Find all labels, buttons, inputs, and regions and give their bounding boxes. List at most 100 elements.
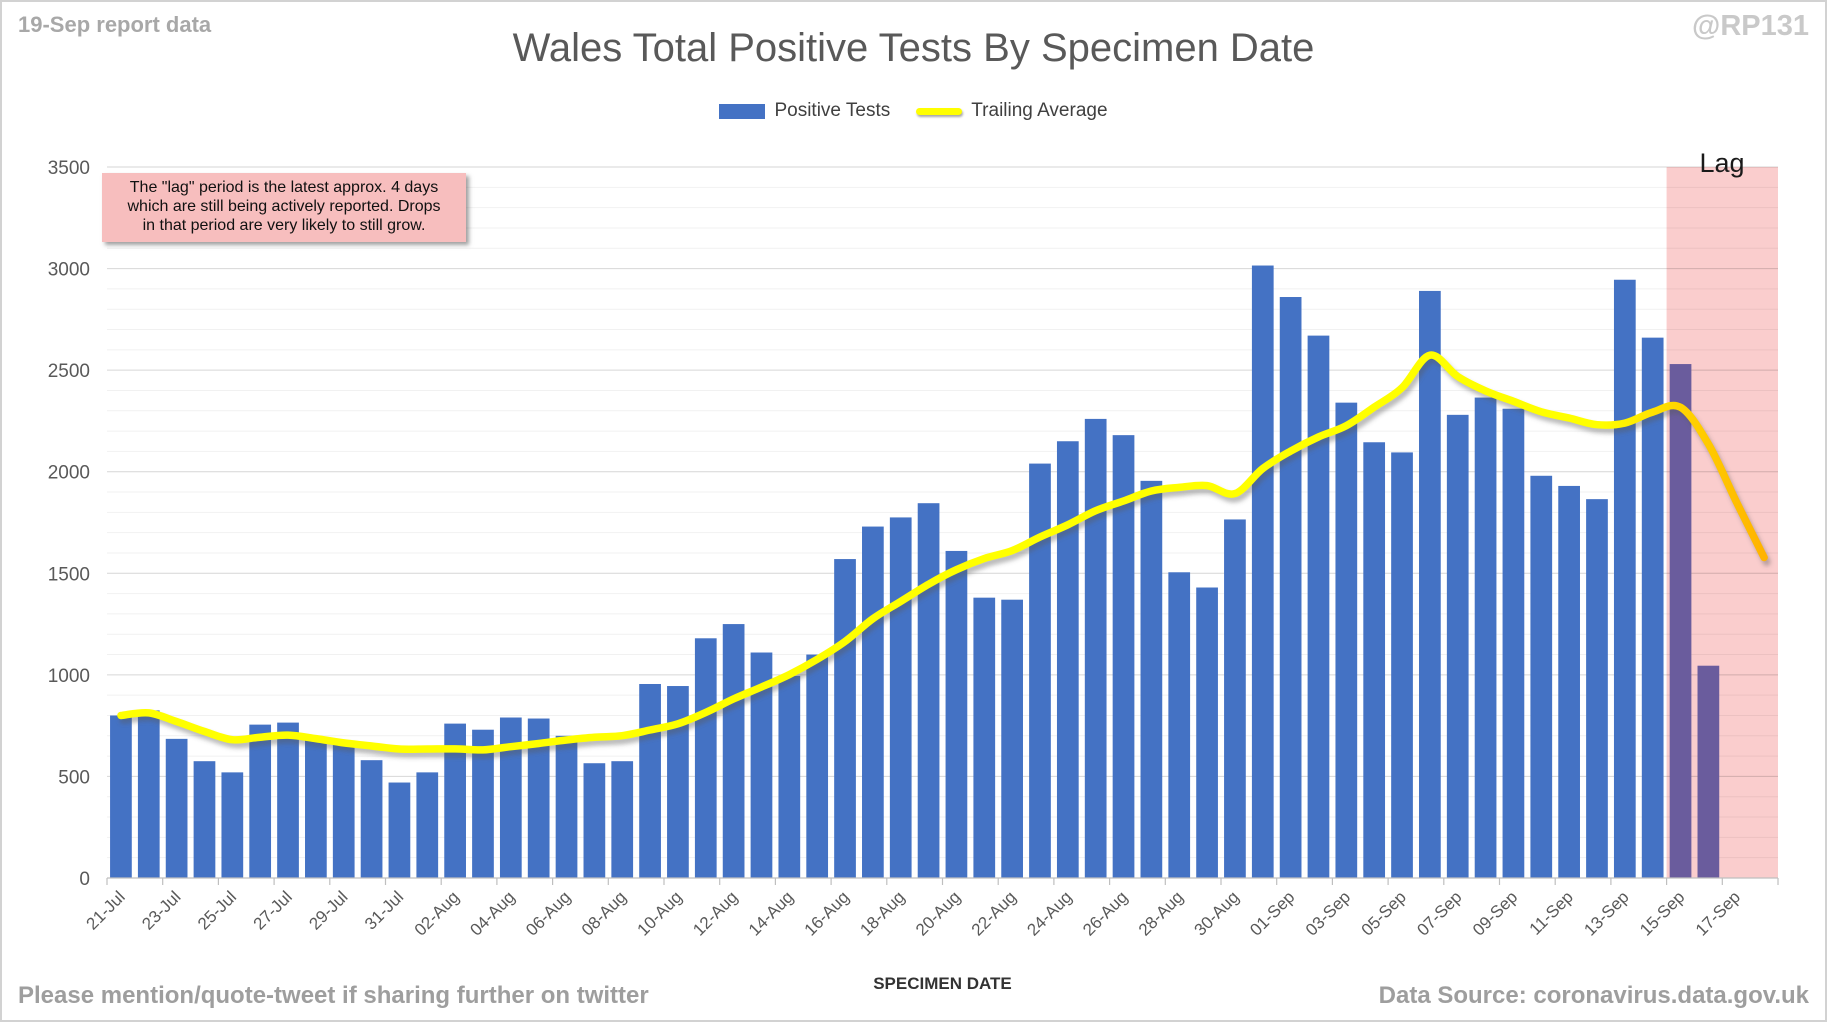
bar <box>1419 290 1441 879</box>
bar <box>332 740 355 878</box>
bar <box>1502 408 1525 878</box>
bar <box>1279 297 1302 878</box>
bar <box>137 710 160 878</box>
bar <box>1446 414 1469 878</box>
x-axis-tick-label: 15-Sep <box>1636 887 1688 939</box>
bar <box>305 739 327 878</box>
bar <box>277 722 299 878</box>
bar <box>1586 499 1608 878</box>
bar <box>1084 418 1107 878</box>
bar <box>583 763 606 878</box>
bar <box>1056 441 1079 878</box>
bar <box>1307 335 1330 878</box>
bar <box>806 654 829 878</box>
bar <box>1530 475 1553 878</box>
x-axis-tick-label: 08-Aug <box>578 887 630 939</box>
bar <box>1251 265 1274 878</box>
author-watermark: @RP131 <box>1692 10 1809 42</box>
bar <box>1168 572 1191 878</box>
bar <box>1224 519 1246 878</box>
bar <box>221 772 244 878</box>
bar <box>917 503 940 878</box>
bar <box>555 735 578 878</box>
bar <box>1335 402 1358 878</box>
bar <box>1140 480 1163 878</box>
bar <box>1391 452 1413 878</box>
bar <box>862 526 884 878</box>
bar <box>1641 337 1664 878</box>
x-axis-tick-label: 30-Aug <box>1191 887 1243 939</box>
bar <box>193 761 216 878</box>
bar <box>1029 463 1051 878</box>
x-axis-tick-label: 02-Aug <box>411 887 463 939</box>
bar <box>1558 485 1580 878</box>
x-axis-tick-label: 25-Jul <box>194 887 240 933</box>
x-axis-title: SPECIMEN DATE <box>873 974 1012 993</box>
x-axis-tick-label: 20-Aug <box>912 887 964 939</box>
legend-item-trailing-average: Trailing Average <box>916 100 1108 122</box>
y-axis-tick-label: 500 <box>58 767 90 788</box>
bar <box>527 718 550 878</box>
x-axis-tick-label: 17-Sep <box>1692 887 1744 939</box>
x-axis-tick-label: 24-Aug <box>1023 887 1075 939</box>
bar <box>472 729 494 878</box>
y-axis-tick-label: 3000 <box>48 260 90 281</box>
bar <box>1363 442 1386 878</box>
x-axis-tick-label: 10-Aug <box>634 887 686 939</box>
bar <box>1001 599 1023 878</box>
bar <box>1669 364 1692 878</box>
bar <box>110 715 132 878</box>
bar <box>1112 435 1135 878</box>
y-axis-tick-label: 1500 <box>48 564 90 585</box>
lag-region-label: Lag <box>1699 148 1745 178</box>
x-axis-tick-label: 03-Sep <box>1302 887 1354 939</box>
bar <box>360 760 383 878</box>
x-axis-tick-label: 23-Jul <box>138 887 184 933</box>
x-axis-tick-label: 29-Jul <box>305 887 351 933</box>
bar <box>778 675 801 878</box>
bar <box>499 717 522 878</box>
bar <box>416 772 439 878</box>
x-axis-tick-label: 07-Sep <box>1413 887 1465 939</box>
x-axis-tick-label: 21-Jul <box>83 887 129 933</box>
x-axis-tick-label: 18-Aug <box>856 887 908 939</box>
trailing-average-line <box>117 351 1768 754</box>
bar <box>1474 397 1497 878</box>
bar <box>667 686 689 878</box>
x-axis-tick-label: 26-Aug <box>1079 887 1131 939</box>
y-axis-tick-label: 2500 <box>48 361 90 382</box>
x-axis-tick-label: 28-Aug <box>1135 887 1187 939</box>
bar <box>249 724 272 878</box>
x-axis-tick-label: 27-Jul <box>250 887 296 933</box>
x-axis-tick-label: 04-Aug <box>466 887 518 939</box>
x-axis-tick-label: 01-Sep <box>1246 887 1298 939</box>
legend-item-positive-tests: Positive Tests <box>719 100 890 122</box>
x-axis-tick-label: 31-Jul <box>361 887 407 933</box>
y-axis-tick-label: 3500 <box>48 158 90 179</box>
bar <box>834 559 856 878</box>
lag-annotation-box: The "lag" period is the latest approx. 4… <box>102 173 466 242</box>
bar <box>388 782 411 878</box>
y-axis-tick-label: 1000 <box>48 666 90 687</box>
x-axis-tick-label: 13-Sep <box>1580 887 1632 939</box>
bar <box>945 550 968 878</box>
positive-tests-swatch-icon <box>719 103 766 119</box>
y-axis-tick-label: 0 <box>79 869 90 890</box>
y-axis-tick-label: 2000 <box>48 463 90 484</box>
bar <box>1613 279 1636 879</box>
x-axis-tick-label: 12-Aug <box>689 887 741 939</box>
bar <box>722 624 745 878</box>
bar <box>750 652 773 878</box>
bar <box>444 723 466 878</box>
x-axis-tick-label: 11-Sep <box>1526 887 1577 938</box>
trailing-average-swatch-icon <box>916 107 963 115</box>
report-date-note: 19-Sep report data <box>18 12 212 37</box>
x-axis-tick-label: 22-Aug <box>968 887 1020 939</box>
data-source-note: Data Source: coronavirus.data.gov.uk <box>1378 982 1809 1009</box>
bar <box>165 738 188 878</box>
legend: Positive Tests Trailing Average <box>2 100 1825 122</box>
x-axis-tick-label: 16-Aug <box>801 887 853 939</box>
x-axis-tick-label: 09-Sep <box>1469 887 1521 939</box>
bar <box>1697 665 1720 878</box>
